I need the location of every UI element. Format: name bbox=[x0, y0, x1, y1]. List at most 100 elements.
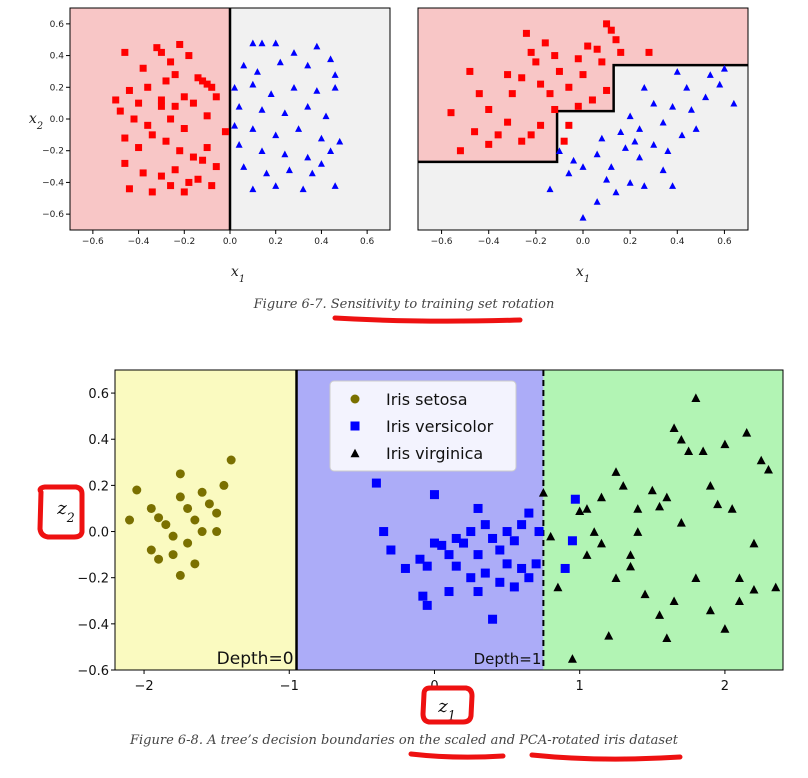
fig67-right-xtick-label: 0.6 bbox=[717, 237, 732, 247]
fig67-left-point bbox=[144, 121, 152, 129]
fig67-left-point bbox=[121, 48, 129, 56]
fig67-right-point bbox=[546, 185, 554, 193]
fig67-left-point bbox=[249, 39, 257, 47]
fig68-point bbox=[531, 559, 541, 569]
fig68-point bbox=[154, 513, 164, 523]
fig67-right-point bbox=[603, 175, 611, 183]
fig67-right-point bbox=[598, 58, 606, 66]
fig67-left-point bbox=[258, 106, 266, 113]
fig68-frame bbox=[114, 369, 784, 671]
fig68-point bbox=[662, 633, 672, 642]
fig68-point bbox=[429, 490, 439, 500]
fig67-left-point bbox=[180, 93, 188, 101]
fig67-left-point bbox=[125, 86, 133, 94]
fig67-right-point bbox=[636, 125, 644, 132]
fig67-right-point bbox=[612, 188, 620, 196]
fig68-point bbox=[488, 614, 498, 624]
fig67-right-point bbox=[565, 169, 573, 177]
fig67-left-point bbox=[180, 125, 188, 133]
fig68-point bbox=[473, 503, 483, 513]
fig68-point bbox=[125, 515, 135, 525]
fig67-left-point bbox=[212, 163, 220, 171]
fig67-left-point bbox=[203, 112, 211, 120]
fig67-left-point bbox=[171, 166, 179, 174]
fig67-left-plot: −0.6 −0.4 −0.2 0.0 0.2 0.4 0.6 −0.6 −0.4 −0.2 0.0 0… bbox=[29, 7, 391, 285]
fig67-left-point bbox=[272, 131, 280, 139]
fig68-point bbox=[502, 527, 512, 537]
fig68-point bbox=[691, 393, 701, 402]
fig67-right-point bbox=[574, 102, 582, 110]
fig68-point bbox=[698, 446, 708, 456]
fig68-point bbox=[197, 487, 207, 497]
fig67-right-point bbox=[683, 83, 691, 91]
fig68-point bbox=[509, 536, 519, 546]
fig67-left-point bbox=[153, 44, 161, 52]
fig67-right-point bbox=[537, 121, 545, 129]
fig68-point bbox=[734, 573, 744, 582]
fig68-point bbox=[437, 540, 447, 550]
fig67-right-xtick-label: 0.2 bbox=[623, 237, 637, 247]
fig67-right-point bbox=[612, 36, 620, 44]
fig67-right-point bbox=[631, 137, 639, 145]
fig67-right-point bbox=[702, 93, 710, 101]
fig67-right-point bbox=[617, 48, 625, 56]
fig68-point bbox=[567, 654, 577, 663]
fig67-left-ytick-label: −0.4 bbox=[42, 178, 64, 188]
fig67-left-point bbox=[121, 134, 129, 142]
legend-marker bbox=[350, 448, 360, 458]
fig68-xtick-label: −1 bbox=[280, 679, 299, 694]
fig67-left-point bbox=[304, 61, 312, 69]
fig67-left-point bbox=[203, 144, 211, 152]
fig67-left-point bbox=[203, 80, 211, 88]
fig67-right-point bbox=[598, 134, 606, 142]
fig68-point bbox=[473, 550, 483, 560]
fig67-left-point bbox=[157, 172, 165, 180]
fig67-left-point bbox=[249, 185, 257, 193]
fig67-left-point bbox=[176, 147, 184, 155]
fig67-right-xtick-label: 0.4 bbox=[670, 237, 685, 247]
fig68-legend: Iris setosa Iris versicolor Iris virginica bbox=[329, 380, 517, 472]
fig67-left-point bbox=[125, 185, 133, 193]
fig67-right-point bbox=[687, 106, 695, 113]
fig67-right-point bbox=[570, 156, 578, 164]
fig67-right-point bbox=[537, 80, 545, 88]
left-y-axis-label: x2 bbox=[29, 111, 43, 132]
fig67-left-xtick-label: 0.4 bbox=[314, 237, 329, 247]
fig67-left-series-0 bbox=[112, 40, 229, 196]
fig67-right-point bbox=[579, 71, 587, 79]
fig68-point bbox=[720, 624, 730, 633]
fig67-left-point bbox=[258, 147, 266, 155]
fig67-right-point bbox=[518, 74, 526, 82]
fig68-point bbox=[212, 508, 222, 518]
fig68-point bbox=[684, 446, 694, 456]
fig67-left-point bbox=[327, 147, 335, 155]
legend-box bbox=[329, 380, 517, 472]
fig67-right-point bbox=[640, 83, 648, 91]
fig68-point bbox=[226, 455, 236, 465]
red-annotations bbox=[37, 315, 683, 762]
fig67-left-point bbox=[139, 64, 147, 72]
fig67-left-point bbox=[157, 96, 165, 104]
fig67-left-point bbox=[331, 83, 339, 91]
fig68-point bbox=[168, 550, 178, 560]
fig67-right-point bbox=[555, 67, 563, 75]
fig67-right-xtick-label: 0.0 bbox=[576, 237, 591, 247]
fig67-left-point bbox=[208, 83, 216, 91]
fig68-point bbox=[575, 506, 585, 516]
fig67-left-xtick-label: −0.4 bbox=[128, 237, 150, 247]
fig67-left-point bbox=[139, 169, 147, 177]
fig68-point bbox=[466, 527, 476, 537]
fig67-left-point bbox=[180, 188, 188, 196]
fig67-right-point bbox=[579, 163, 587, 170]
legend-entry-label: Iris versicolor bbox=[386, 417, 494, 436]
fig68-ytick-label: 0.0 bbox=[88, 526, 109, 541]
fig67-right-point bbox=[574, 55, 582, 63]
fig67-left-point bbox=[240, 163, 248, 170]
fig67-left-point bbox=[272, 182, 280, 189]
fig68-point bbox=[647, 485, 657, 495]
fig67-right-point bbox=[504, 118, 512, 126]
fig68-point bbox=[422, 600, 432, 610]
fig68-point bbox=[669, 596, 679, 606]
fig68-xtick-label: 1 bbox=[576, 679, 584, 694]
fig67-right-point bbox=[579, 213, 587, 221]
